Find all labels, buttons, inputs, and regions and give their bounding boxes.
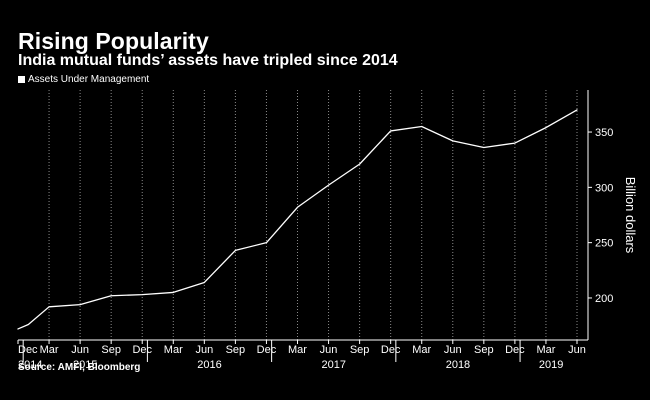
chart-legend: Assets Under Management	[18, 72, 149, 86]
x-tick-label: Dec	[132, 344, 152, 356]
chart-title: Rising Popularity	[18, 28, 209, 54]
legend-label: Assets Under Management	[28, 73, 150, 85]
chart-axes	[17, 90, 592, 362]
x-tick-label: Jun	[568, 344, 586, 356]
x-tick-label: Sep	[226, 344, 246, 356]
x-year-label: 2018	[446, 359, 470, 371]
y-tick-label: 300	[595, 182, 613, 194]
legend-swatch	[18, 75, 25, 83]
x-tick-label: Mar	[412, 344, 431, 356]
x-tick-label: Jun	[444, 344, 462, 356]
x-tick-label: Dec	[505, 344, 525, 356]
x-tick-label: Dec	[18, 344, 38, 356]
y-tick-label: 200	[595, 293, 613, 305]
chart-subtitle: India mutual funds’ assets have tripled …	[18, 52, 398, 69]
x-tick-label: Dec	[257, 344, 277, 356]
x-year-label: 2015	[73, 359, 97, 371]
x-tick-label: Jun	[320, 344, 338, 356]
x-tick-label: Jun	[195, 344, 213, 356]
source-note: Source: AMFI, Bloomberg	[18, 362, 141, 373]
chart-labels: Dec Mar Jun Sep Dec Mar Jun Sep Dec Mar Jun Sep Dec M…	[18, 127, 638, 371]
x-tick-label: Mar	[288, 344, 307, 356]
x-tick-label: Jun	[71, 344, 89, 356]
series-line-assets-under-management	[17, 109, 578, 330]
x-year-label: 2016	[197, 359, 221, 371]
x-year-label: 2017	[321, 359, 345, 371]
y-tick-label: 250	[595, 238, 613, 250]
x-tick-label: Sep	[350, 344, 370, 356]
y-axis-title: Billion dollars	[623, 177, 638, 254]
x-year-label: 2019	[539, 359, 563, 371]
x-tick-label: Mar	[164, 344, 183, 356]
y-tick-label: 350	[595, 127, 613, 139]
x-tick-label: Mar	[536, 344, 555, 356]
x-tick-label: Sep	[101, 344, 121, 356]
chart-gridlines	[48, 90, 578, 340]
x-tick-label: Sep	[474, 344, 494, 356]
x-tick-label: Dec	[381, 344, 401, 356]
chart-series	[17, 109, 578, 330]
x-year-label: 2014	[18, 359, 42, 371]
x-tick-label: Mar	[40, 344, 59, 356]
